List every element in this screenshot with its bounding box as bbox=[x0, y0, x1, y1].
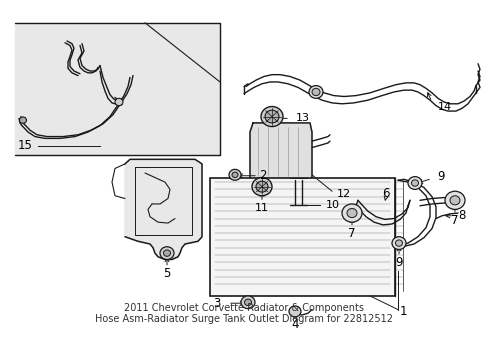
Circle shape bbox=[308, 86, 323, 98]
Circle shape bbox=[407, 177, 421, 189]
Circle shape bbox=[444, 191, 464, 210]
Text: 9: 9 bbox=[394, 256, 402, 269]
Circle shape bbox=[449, 196, 459, 205]
Circle shape bbox=[261, 107, 283, 127]
Text: 15: 15 bbox=[18, 139, 33, 152]
Text: 1: 1 bbox=[399, 305, 407, 318]
Text: 3: 3 bbox=[213, 297, 221, 310]
Circle shape bbox=[115, 98, 123, 105]
Circle shape bbox=[228, 169, 241, 180]
Circle shape bbox=[264, 110, 279, 123]
Bar bbox=[209, 177, 394, 296]
Circle shape bbox=[411, 180, 418, 186]
Circle shape bbox=[160, 247, 174, 260]
Circle shape bbox=[241, 296, 254, 309]
Circle shape bbox=[20, 117, 26, 123]
Polygon shape bbox=[249, 123, 311, 180]
Circle shape bbox=[288, 306, 301, 317]
Circle shape bbox=[251, 177, 271, 196]
Text: 2: 2 bbox=[259, 169, 266, 182]
Text: 6: 6 bbox=[382, 188, 389, 201]
Text: 12: 12 bbox=[336, 189, 350, 199]
Text: 10: 10 bbox=[325, 200, 339, 210]
Text: 2011 Chevrolet Corvette Radiator & Components
Hose Asm-Radiator Surge Tank Outle: 2011 Chevrolet Corvette Radiator & Compo… bbox=[95, 302, 392, 324]
Circle shape bbox=[346, 208, 356, 217]
Polygon shape bbox=[125, 159, 202, 260]
Text: 11: 11 bbox=[254, 203, 268, 213]
Text: 13: 13 bbox=[295, 113, 309, 123]
Text: 8: 8 bbox=[457, 209, 465, 222]
Circle shape bbox=[256, 181, 267, 192]
Circle shape bbox=[311, 88, 319, 96]
Text: 7: 7 bbox=[347, 226, 355, 240]
Circle shape bbox=[244, 299, 251, 306]
Polygon shape bbox=[15, 23, 220, 155]
Text: 7: 7 bbox=[450, 214, 458, 227]
Circle shape bbox=[163, 250, 170, 256]
Circle shape bbox=[391, 237, 405, 249]
Circle shape bbox=[341, 204, 361, 222]
Circle shape bbox=[395, 240, 402, 246]
Text: 14: 14 bbox=[437, 103, 451, 112]
Circle shape bbox=[231, 172, 238, 177]
Text: 5: 5 bbox=[163, 267, 170, 280]
Text: 4: 4 bbox=[291, 318, 298, 330]
Text: 9: 9 bbox=[436, 170, 444, 183]
